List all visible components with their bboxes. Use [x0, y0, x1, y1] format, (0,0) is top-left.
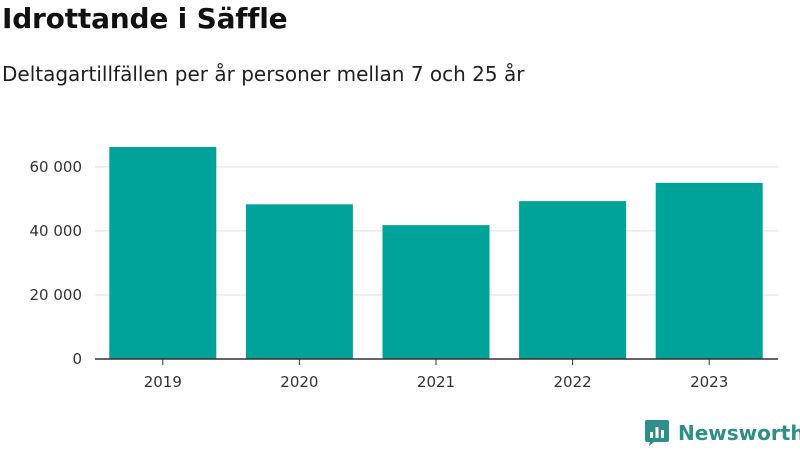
chart-title: Idrottande i Säffle	[2, 2, 288, 35]
bar-2019	[109, 147, 217, 359]
y-tick-label: 40 000	[30, 222, 83, 240]
x-tick-label: 2019	[144, 373, 182, 391]
newsworthy-logo-icon	[645, 420, 669, 446]
x-tick-label: 2023	[690, 373, 728, 391]
bar-2023	[655, 182, 763, 359]
x-tick-label: 2022	[554, 373, 592, 391]
y-tick-label: 60 000	[30, 158, 83, 176]
x-tick-label: 2021	[417, 373, 455, 391]
chart-subtitle: Deltagartillfällen per år personer mella…	[2, 62, 525, 86]
y-tick-label: 20 000	[30, 286, 83, 304]
bar-2022	[519, 201, 627, 359]
bar-2020	[245, 204, 353, 359]
bar-2021	[382, 225, 490, 359]
brand-name: Newsworthy	[678, 421, 800, 445]
y-tick-label: 0	[72, 350, 82, 368]
brand-logo: Newsworthy	[644, 419, 800, 447]
x-tick-label: 2020	[280, 373, 318, 391]
